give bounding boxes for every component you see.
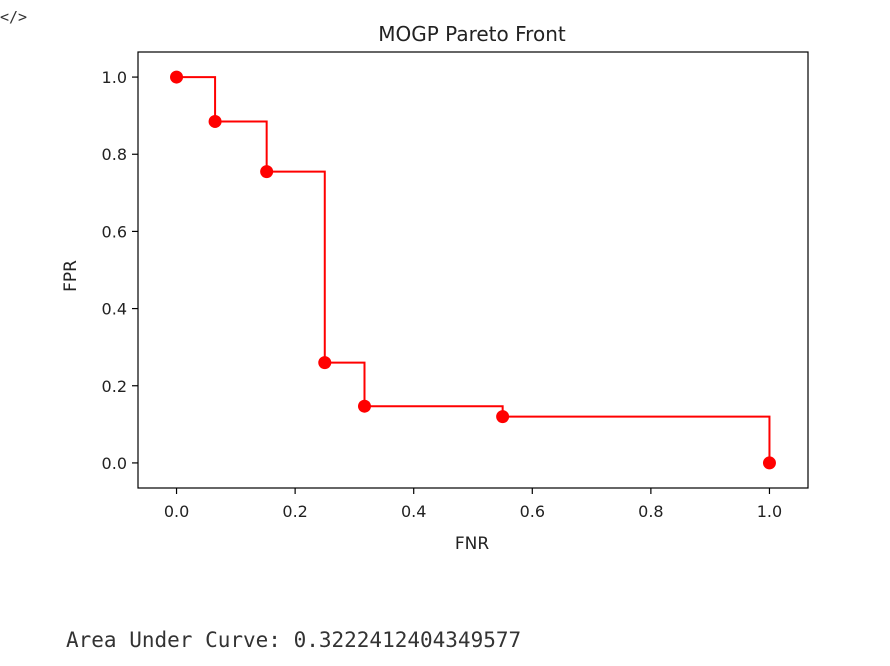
code-icon: </> (0, 8, 28, 26)
pareto-point (170, 70, 184, 84)
plot-frame (137, 51, 809, 489)
pareto-chart: MOGP Pareto Front 0.0 0.2 0.4 0.6 0.8 1.0 0.0… (61, 22, 809, 554)
x-tick-label: 0.8 (638, 502, 663, 521)
pareto-step-line (176, 76, 771, 463)
y-tick-label: 0.2 (102, 377, 127, 396)
pareto-point (496, 410, 510, 424)
x-tick-label: 0.2 (282, 502, 307, 521)
x-tick-label: 1.0 (757, 502, 782, 521)
y-tick-label: 0.0 (102, 454, 127, 473)
y-axis-ticks: 0.0 0.2 0.4 0.6 0.8 1.0 (102, 68, 138, 473)
x-tick-label: 0.6 (520, 502, 545, 521)
x-tick-label: 0.4 (401, 502, 426, 521)
y-axis-label: FPR (61, 260, 81, 292)
auc-output-text: Area Under Curve: 0.3222412404349577 (66, 628, 522, 652)
pareto-point (762, 456, 776, 470)
y-tick-label: 0.6 (102, 222, 127, 241)
series-layer (170, 70, 776, 470)
chart-title: MOGP Pareto Front (378, 22, 566, 46)
pareto-point (260, 165, 274, 179)
y-tick-label: 0.8 (102, 145, 127, 164)
pareto-point (208, 114, 222, 128)
x-tick-label: 0.0 (164, 502, 189, 521)
pareto-point (357, 399, 371, 413)
y-tick-label: 0.4 (102, 300, 127, 319)
pareto-point (318, 356, 332, 370)
x-axis-label: FNR (455, 534, 489, 554)
y-tick-label: 1.0 (102, 68, 127, 87)
x-axis-ticks: 0.0 0.2 0.4 0.6 0.8 1.0 (164, 488, 782, 521)
